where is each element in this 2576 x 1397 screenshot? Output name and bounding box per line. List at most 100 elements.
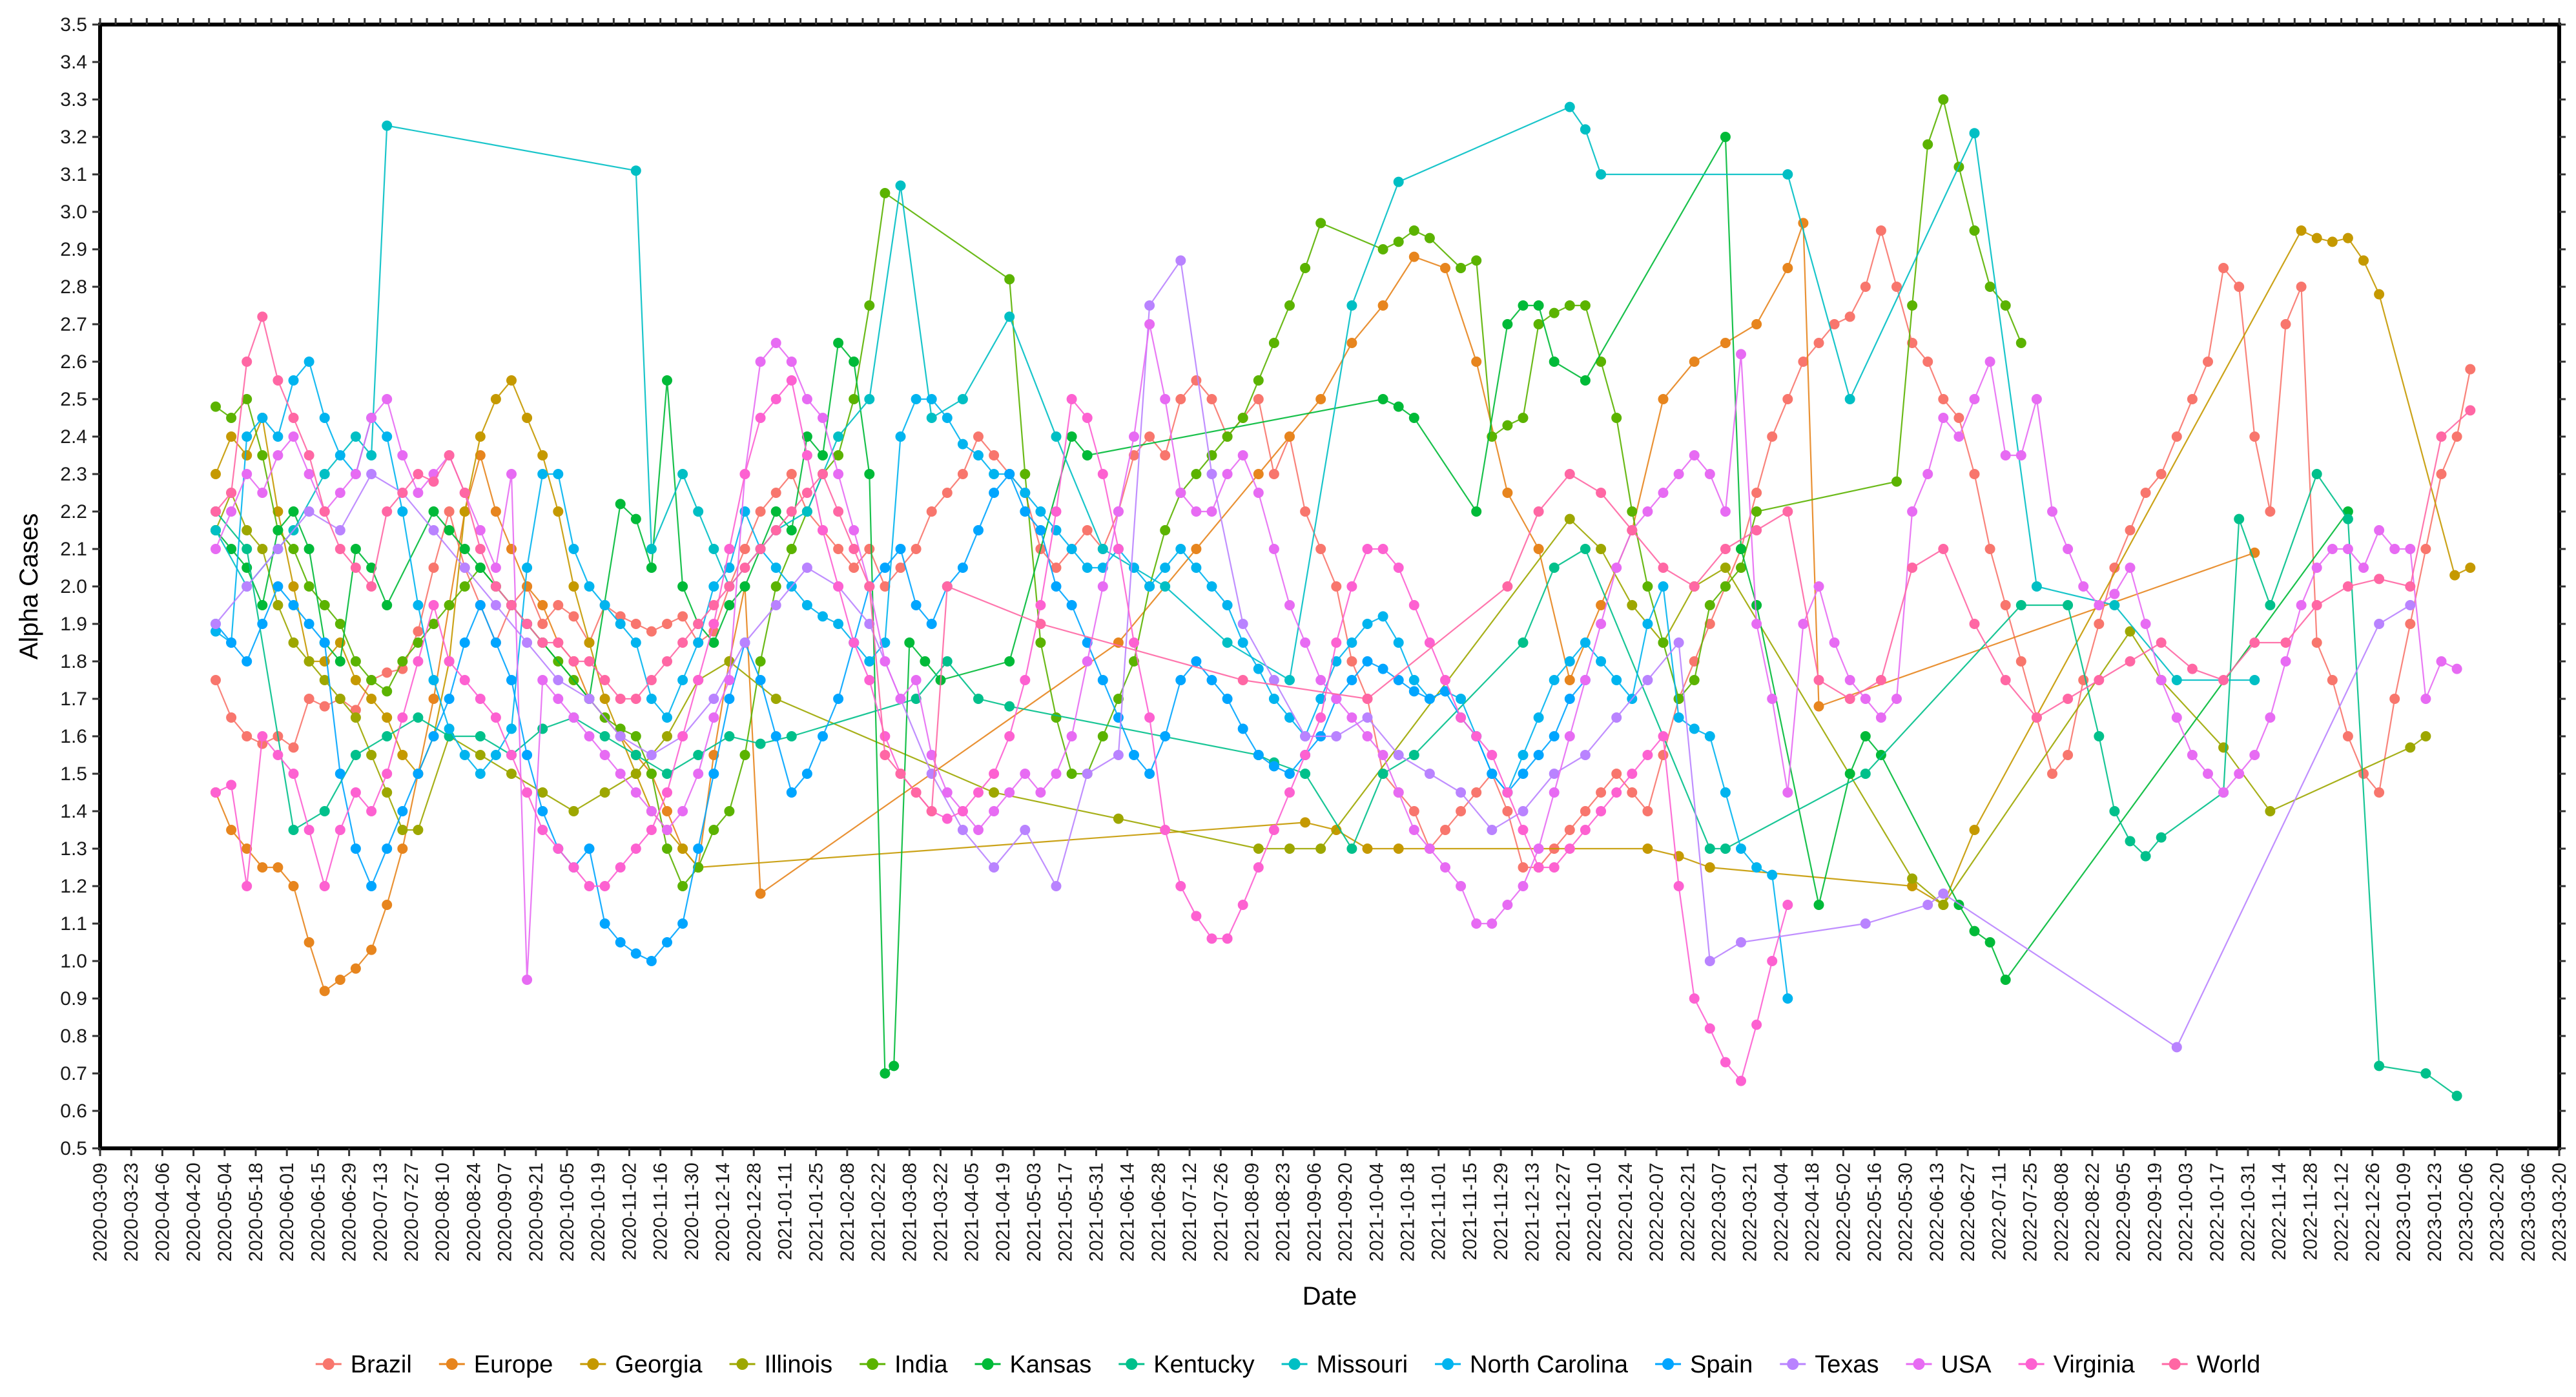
data-point bbox=[428, 619, 439, 629]
data-point bbox=[1736, 843, 1746, 854]
data-point bbox=[677, 806, 688, 816]
data-point bbox=[1035, 787, 1046, 798]
data-point bbox=[1315, 394, 1326, 404]
data-point bbox=[319, 986, 330, 997]
x-tick-label: 2022-11-14 bbox=[2269, 1163, 2290, 1260]
data-point bbox=[1658, 637, 1669, 648]
x-tick-label: 2022-03-07 bbox=[1709, 1163, 1730, 1261]
data-point bbox=[1471, 357, 1482, 367]
data-point bbox=[1408, 675, 1419, 685]
data-point bbox=[428, 694, 439, 704]
x-tick-label: 2020-06-01 bbox=[276, 1163, 298, 1261]
data-point bbox=[599, 750, 610, 760]
data-point bbox=[1891, 476, 1902, 487]
data-point bbox=[1844, 769, 1855, 779]
data-point bbox=[989, 469, 1000, 479]
data-point bbox=[475, 525, 486, 535]
data-point bbox=[2327, 675, 2338, 685]
data-point bbox=[693, 619, 704, 629]
data-point bbox=[630, 948, 641, 959]
data-point bbox=[677, 675, 688, 685]
data-point bbox=[1984, 357, 1995, 367]
data-point bbox=[211, 619, 221, 629]
data-point bbox=[1611, 413, 1622, 423]
y-tick-label: 3.0 bbox=[60, 202, 87, 223]
data-point bbox=[880, 750, 891, 760]
data-point bbox=[1160, 525, 1171, 535]
data-point bbox=[630, 843, 641, 854]
data-point bbox=[646, 956, 657, 966]
data-point bbox=[1268, 825, 1279, 835]
data-point bbox=[568, 656, 579, 667]
data-point bbox=[1440, 862, 1450, 873]
y-tick-label: 1.8 bbox=[60, 651, 87, 672]
data-point bbox=[2094, 600, 2105, 610]
data-point bbox=[1969, 394, 1980, 404]
data-point bbox=[1642, 506, 1653, 517]
data-point bbox=[1673, 637, 1684, 648]
data-point bbox=[895, 431, 906, 442]
legend-label: Georgia bbox=[615, 1351, 703, 1378]
data-point bbox=[1922, 139, 1933, 150]
data-point bbox=[1502, 420, 1513, 431]
data-point bbox=[1658, 731, 1669, 741]
data-point bbox=[584, 731, 595, 741]
data-point bbox=[770, 338, 781, 348]
data-point bbox=[257, 619, 268, 629]
data-point bbox=[1424, 233, 1435, 243]
data-point bbox=[801, 394, 812, 404]
data-point bbox=[1736, 1075, 1746, 1086]
data-point bbox=[2374, 1061, 2385, 1071]
data-point bbox=[849, 525, 860, 535]
data-point bbox=[1082, 525, 1093, 535]
data-point bbox=[770, 600, 781, 610]
data-point bbox=[880, 188, 891, 198]
data-point bbox=[382, 712, 393, 723]
data-point bbox=[444, 450, 455, 460]
data-point bbox=[724, 600, 735, 610]
data-point bbox=[584, 581, 595, 592]
data-point bbox=[1004, 656, 1015, 667]
x-tick-label: 2020-11-02 bbox=[619, 1163, 640, 1260]
data-point bbox=[646, 626, 657, 637]
data-point bbox=[1160, 563, 1171, 573]
x-tick-label: 2020-04-06 bbox=[152, 1163, 173, 1261]
data-point bbox=[1736, 937, 1746, 947]
data-point bbox=[2094, 675, 2105, 685]
data-point bbox=[739, 563, 750, 573]
data-point bbox=[288, 581, 299, 592]
data-point bbox=[2342, 513, 2353, 524]
data-point bbox=[1969, 619, 1980, 629]
data-point bbox=[786, 544, 797, 554]
data-point bbox=[242, 843, 252, 854]
data-point bbox=[1066, 394, 1077, 404]
data-point bbox=[1689, 357, 1700, 367]
data-point bbox=[880, 656, 891, 667]
legend-label: USA bbox=[1941, 1351, 1992, 1378]
data-point bbox=[1875, 225, 1886, 236]
data-point bbox=[677, 918, 688, 929]
data-point bbox=[1346, 843, 1357, 854]
data-point bbox=[1144, 712, 1155, 723]
data-point bbox=[849, 357, 860, 367]
data-point bbox=[1642, 843, 1653, 854]
data-point bbox=[366, 694, 377, 704]
data-point bbox=[1580, 806, 1591, 816]
data-point bbox=[833, 506, 844, 517]
data-point bbox=[1813, 900, 1824, 910]
data-point bbox=[1253, 375, 1264, 386]
data-point bbox=[1362, 656, 1373, 667]
y-tick-label: 2.1 bbox=[60, 539, 87, 560]
data-point bbox=[973, 694, 984, 704]
data-point bbox=[770, 394, 781, 404]
data-point bbox=[1704, 862, 1715, 873]
data-point bbox=[1564, 469, 1575, 479]
data-point bbox=[506, 750, 517, 760]
data-point bbox=[1938, 413, 1949, 423]
data-point bbox=[1580, 750, 1591, 760]
data-point bbox=[335, 450, 345, 460]
data-point bbox=[2280, 656, 2291, 667]
data-point bbox=[786, 506, 797, 517]
x-tick-label: 2021-07-12 bbox=[1179, 1163, 1200, 1261]
data-point bbox=[1408, 686, 1419, 697]
